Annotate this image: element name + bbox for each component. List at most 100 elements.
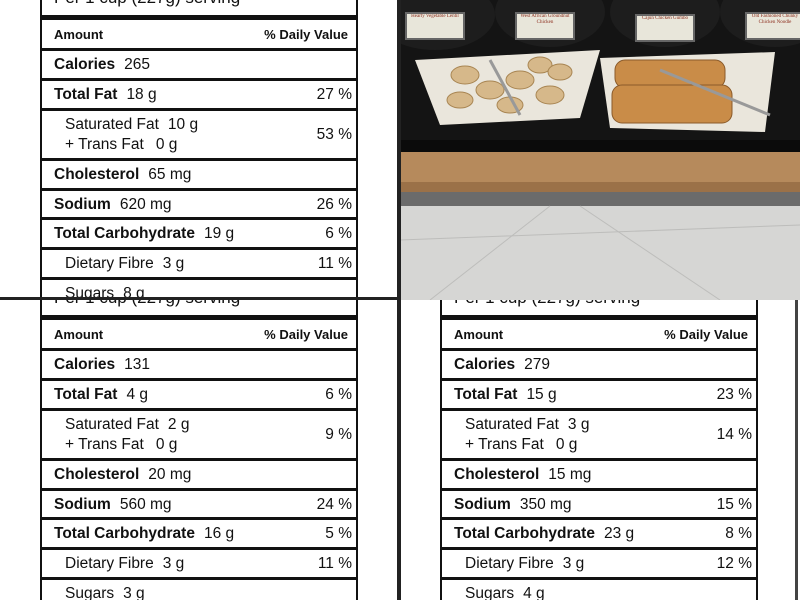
daily-value-heading: % Daily Value [264, 327, 348, 342]
nutrient-row: + Trans Fat 0 g [65, 436, 177, 454]
daily-value: 14 % [716, 426, 752, 443]
nutrient-row: Sodium 620 mg [54, 196, 172, 214]
rule [442, 458, 756, 461]
nutrient-row: Sodium 560 mg [54, 496, 172, 514]
nutrient-amount: 10 g [167, 116, 199, 133]
nutrient-name: Saturated Fat [65, 116, 159, 133]
nutrient-amount: 3 g [567, 416, 590, 433]
nutrient-amount: 0 g [555, 436, 578, 453]
nutrient-row: + Trans Fat 0 g [65, 136, 177, 154]
divider [397, 0, 401, 600]
nutrient-name: Sodium [54, 195, 111, 213]
wood-strip [400, 182, 800, 192]
label-panel: Per 1 cup (227g) serving Amount % Daily Va… [400, 300, 800, 600]
nutrient-amount: 15 g [526, 386, 557, 403]
nutrient-amount: 560 mg [119, 495, 172, 513]
rule [442, 577, 756, 580]
nutrient-row: Calories 131 [54, 356, 150, 374]
nutrient-name: Dietary Fibre [65, 555, 154, 572]
nutrient-row: Dietary Fibre 3 g [65, 255, 184, 273]
nutrient-name: + Trans Fat [465, 436, 544, 453]
daily-value-heading: % Daily Value [664, 327, 748, 342]
nutrient-name: Calories [454, 356, 516, 373]
bread-rolls [446, 56, 573, 114]
nutrient-amount: 350 mg [519, 495, 572, 513]
daily-value: 23 % [716, 386, 752, 403]
nutrient-amount: 3 g [123, 585, 145, 600]
nutrient-name: Total Fat [54, 86, 118, 103]
nutrient-row: Sugars 3 g [65, 585, 145, 600]
nutrient-name: Total Carbohydrate [54, 225, 195, 242]
nutrient-amount: 3 g [162, 255, 185, 272]
nutrient-row: Total Fat 4 g [54, 386, 148, 404]
nutrient-row: Sodium 350 mg [454, 496, 572, 514]
nutrient-amount: 20 mg [148, 466, 192, 483]
daily-value: 11 % [317, 255, 352, 272]
serving-size: Per 1 cup (227g) serving [54, 300, 240, 307]
paper [415, 50, 600, 125]
daily-value: 15 % [716, 495, 752, 513]
nutrient-row: Saturated Fat 10 g [65, 116, 198, 134]
nutrient-row: Calories 279 [454, 356, 550, 374]
nutrient-amount: 620 mg [119, 195, 172, 213]
rule [42, 78, 356, 81]
tile-line [579, 205, 721, 300]
nutrient-row: Total Carbohydrate 16 g [54, 525, 234, 543]
nutrient-amount: 131 [124, 356, 151, 373]
nutrient-name: Total Carbohydrate [454, 525, 595, 542]
rule [442, 547, 756, 550]
nutrient-row: Total Fat 18 g [54, 86, 157, 104]
nutrient-name: Saturated Fat [465, 416, 559, 433]
nutrient-name: Sugars [465, 585, 515, 600]
floor [400, 206, 800, 300]
nutrition-label: Per 1 cup (227g) serving Amount % Daily Va… [40, 300, 358, 600]
nutrient-row: Total Carbohydrate 19 g [54, 225, 234, 243]
daily-value: 11 % [317, 555, 352, 572]
nutrient-amount: 0 g [155, 136, 178, 153]
rule [42, 48, 356, 51]
nutrient-row: Total Carbohydrate 23 g [454, 525, 634, 543]
nutrition-label: Per 1 cup (227g) serving Amount % Daily Va… [440, 300, 758, 600]
divider [795, 300, 798, 600]
nutrient-amount: 4 g [126, 386, 148, 403]
nutrient-name: Sodium [454, 495, 511, 513]
rule [42, 15, 356, 20]
nutrient-name: Dietary Fibre [465, 555, 554, 572]
daily-value: 27 % [316, 86, 352, 103]
rule [42, 158, 356, 161]
nutrient-name: Cholesterol [54, 166, 140, 183]
nutrient-name: Calories [54, 56, 116, 73]
rule [42, 315, 356, 320]
daily-value: 9 % [325, 426, 352, 443]
nutrition-label: Per 1 cup (227g) serving Amount % Daily Va… [40, 0, 358, 300]
rule [442, 378, 756, 381]
rule [42, 217, 356, 220]
tile-line [429, 205, 551, 300]
daily-value: 5 % [325, 525, 352, 542]
daily-value: 8 % [725, 525, 752, 542]
daily-value-heading: % Daily Value [264, 27, 348, 42]
nutrient-name: Sugars [65, 285, 115, 300]
nutrient-name: Sodium [54, 495, 111, 513]
rule [42, 408, 356, 411]
rule [442, 517, 756, 520]
nutrient-name: Total Fat [454, 386, 518, 403]
rule [42, 108, 356, 111]
amount-heading: Amount [54, 27, 104, 42]
amount-heading: Amount [54, 327, 104, 342]
nutrient-row: Saturated Fat 3 g [465, 416, 589, 434]
nutrient-name: Cholesterol [54, 466, 140, 483]
nutrient-amount: 23 g [603, 525, 635, 542]
daily-value: 53 % [316, 126, 352, 143]
nutrient-name: + Trans Fat [65, 436, 144, 453]
nutrient-amount: 3 g [562, 555, 585, 572]
nutrient-amount: 16 g [203, 525, 235, 542]
rule [42, 577, 356, 580]
rule [42, 378, 356, 381]
nutrient-name: Total Fat [54, 386, 118, 403]
nutrient-row: Cholesterol 20 mg [54, 466, 191, 484]
nutrient-row: Cholesterol 15 mg [454, 466, 591, 484]
nutrient-name: Total Carbohydrate [54, 525, 195, 542]
nutrient-row: + Trans Fat 0 g [465, 436, 577, 454]
